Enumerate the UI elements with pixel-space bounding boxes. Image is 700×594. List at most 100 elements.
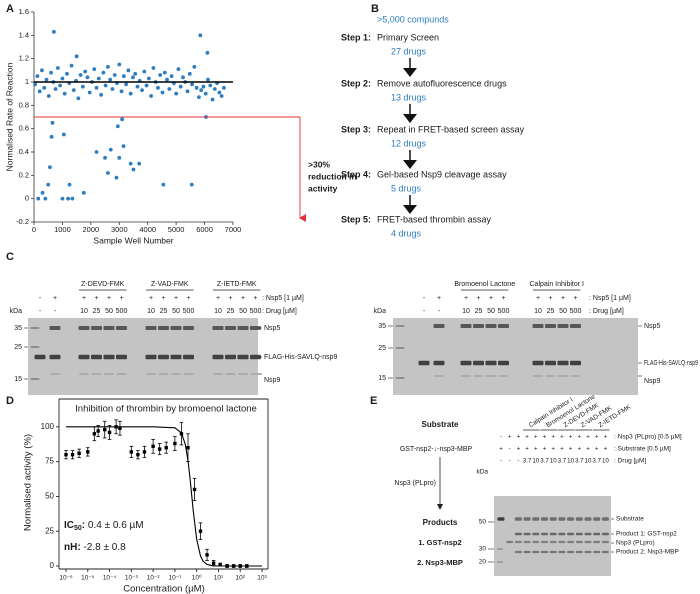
data-point xyxy=(218,562,222,567)
gel-band xyxy=(593,550,601,554)
annotation-part: 50 xyxy=(74,525,82,532)
lane-label: 10 xyxy=(147,308,155,315)
lane-label: + xyxy=(543,446,547,453)
data-point xyxy=(131,167,136,172)
data-point xyxy=(101,70,106,75)
gel-band xyxy=(473,360,484,366)
band-label: Nsp5 xyxy=(644,323,660,330)
data-point xyxy=(205,50,210,55)
gel-band xyxy=(558,532,566,536)
reaction-arrow-head xyxy=(437,504,443,510)
gel-band xyxy=(541,532,548,536)
data-point xyxy=(161,182,166,187)
marker-label: 35 xyxy=(14,325,22,332)
lane-label: 10 xyxy=(602,458,609,465)
lane-label: + xyxy=(560,446,564,453)
step-text: FRET-based thrombin assay xyxy=(377,214,492,224)
lane-label: - xyxy=(54,308,57,315)
data-point xyxy=(212,87,217,91)
gel-band xyxy=(170,326,182,330)
marker-label: 25 xyxy=(14,344,22,351)
gel-band xyxy=(523,550,531,554)
annotation-part: -2.8 ± 0.8 xyxy=(81,542,126,553)
annotation-part: IC xyxy=(64,520,74,531)
product: 2. Nsp3-MBP xyxy=(417,558,463,567)
gel-band xyxy=(238,373,248,375)
gel-band xyxy=(601,540,609,544)
lane-label: + xyxy=(577,446,581,453)
gel-band xyxy=(486,375,496,377)
data-point xyxy=(231,564,236,568)
gel-band xyxy=(158,373,169,375)
data-point xyxy=(151,444,155,449)
gel-band xyxy=(237,354,249,360)
lane-label: + xyxy=(499,446,503,453)
gel-band xyxy=(473,324,484,328)
lane-label: - xyxy=(423,308,426,315)
data-point xyxy=(137,161,142,166)
enzyme: Nsp3 (PLpro) xyxy=(394,480,436,487)
lane-label: + xyxy=(241,295,245,302)
gel-band xyxy=(541,540,548,544)
marker-label: 15 xyxy=(378,375,386,382)
lane-label: + xyxy=(489,295,493,302)
data-point xyxy=(70,452,75,457)
gel-band xyxy=(171,373,181,375)
data-point xyxy=(217,90,222,95)
lane-label: 50 xyxy=(559,308,567,315)
gel-band xyxy=(78,354,90,360)
lane-label: + xyxy=(508,434,512,441)
lane-label: + xyxy=(53,295,57,302)
step-result: 4 drugs xyxy=(391,228,422,238)
gel-band xyxy=(532,550,540,554)
data-point xyxy=(74,54,79,59)
y-tick-label: 0.2 xyxy=(19,170,29,179)
gel-band xyxy=(601,550,609,554)
substrate: GST-nsp2-↓-nsp3-MBP xyxy=(400,446,473,453)
gel-image xyxy=(393,318,638,395)
data-point xyxy=(87,90,92,95)
x-tick-label: 10³ xyxy=(257,575,267,582)
step-text: Gel-based Nsp9 cleavage assay xyxy=(377,169,507,179)
gel-band xyxy=(541,550,548,554)
gel-band xyxy=(497,517,505,521)
data-point xyxy=(40,190,45,195)
data-point xyxy=(83,69,88,74)
data-point xyxy=(126,68,131,73)
lane-label: + xyxy=(569,434,573,441)
lane-label: + xyxy=(560,434,564,441)
lane-label: 10 xyxy=(214,308,222,315)
panel-label: B xyxy=(371,3,379,15)
gel-band xyxy=(485,324,497,328)
gel-band xyxy=(584,540,592,544)
lane-label: + xyxy=(604,446,608,453)
y-tick-label: 1.6 xyxy=(19,7,29,16)
gel-band xyxy=(170,354,182,360)
gel-band xyxy=(593,532,601,536)
data-point xyxy=(222,85,226,90)
gel-band xyxy=(91,354,102,360)
lane-label: 10 xyxy=(550,458,557,465)
data-point xyxy=(117,62,122,67)
lane-label: + xyxy=(604,434,608,441)
y-tick-label: 1.4 xyxy=(19,30,29,39)
gel-band xyxy=(91,326,102,330)
lane-label: 500 xyxy=(116,308,128,315)
gel-band xyxy=(558,375,568,377)
gel-band xyxy=(146,373,156,375)
data-point xyxy=(108,77,113,82)
gel-band xyxy=(473,375,484,377)
gel-band xyxy=(497,548,503,550)
step-result: 13 drugs xyxy=(391,92,427,102)
lane-label: - xyxy=(438,308,441,315)
data-point xyxy=(151,66,156,70)
gel-band xyxy=(584,517,592,521)
data-point xyxy=(48,165,52,170)
gel-band xyxy=(104,373,114,375)
data-point xyxy=(118,426,122,430)
gel-band xyxy=(549,517,557,521)
step-result: 5 drugs xyxy=(391,183,422,193)
gel-band xyxy=(103,326,115,330)
x-axis-title: Concentration (µM) xyxy=(123,584,205,594)
annotation-part: : xyxy=(82,520,85,531)
